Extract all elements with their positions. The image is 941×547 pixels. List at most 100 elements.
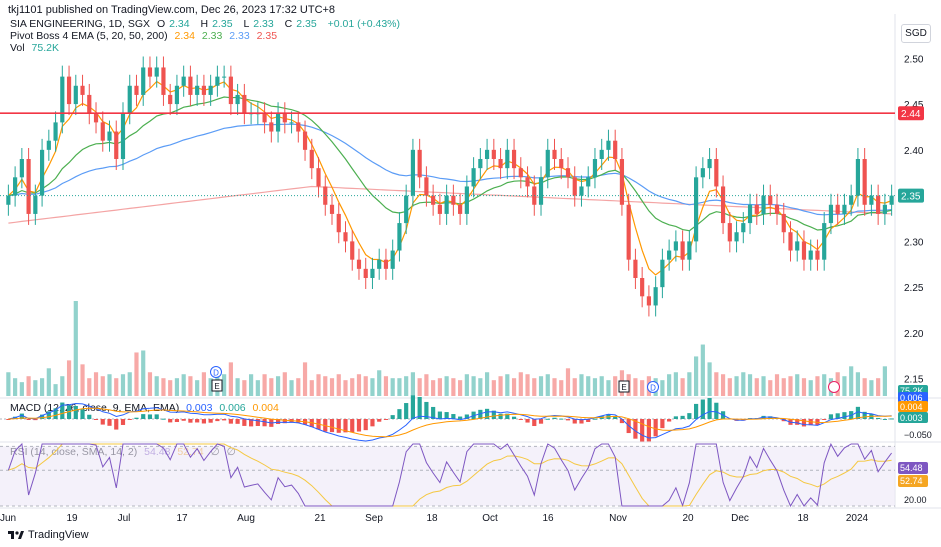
volume-bar (828, 378, 834, 396)
symbol-name: SIA ENGINEERING, 1D, SGX (10, 18, 151, 30)
volume-bar (33, 380, 38, 396)
macd-histogram-bar (289, 419, 294, 423)
candle-body (774, 204, 780, 214)
macd-histogram-bar (431, 406, 436, 419)
volume-bar (559, 380, 564, 396)
candle-body (720, 186, 726, 224)
last-price-label: 2.35 (901, 192, 921, 203)
macd-histogram-bar (235, 419, 240, 424)
volume-bar (727, 378, 732, 396)
macd-histogram-bar (451, 414, 456, 419)
price-tick-label: 2.30 (904, 237, 924, 248)
time-axis-label: 19 (66, 513, 78, 524)
macd-histogram-bar (538, 419, 544, 424)
low-value: 2.33 (253, 18, 274, 30)
candle-body (235, 94, 240, 105)
volume-bar (640, 380, 645, 396)
candle-body (801, 241, 807, 260)
volume-bar (114, 378, 119, 396)
volume-bar (653, 378, 658, 396)
candle-body (390, 250, 395, 269)
open-value: 2.34 (169, 18, 190, 30)
volume-bar (201, 372, 206, 396)
volume-bar (626, 374, 631, 396)
macd-histogram-bar (141, 414, 146, 419)
volume-bar (397, 378, 402, 396)
volume-bar (188, 376, 193, 396)
candle-body (714, 159, 719, 187)
macd-histogram-bar (525, 419, 530, 423)
candle-body (60, 76, 65, 123)
volume-bar (525, 374, 530, 396)
volume-bar (66, 360, 72, 396)
macd-axis-label: 0.006 (900, 393, 923, 403)
volume-bar (734, 376, 739, 396)
candle-body (694, 177, 699, 242)
macd-histogram-bar (552, 417, 557, 419)
volume-bar (565, 368, 571, 396)
macd-histogram-bar (222, 419, 227, 421)
macd-axis-badge (898, 412, 928, 423)
macd-histogram-bar (801, 419, 807, 427)
macd-histogram-bar (761, 415, 766, 419)
macd-histogram-bar (363, 419, 368, 431)
macd-histogram-bar (390, 415, 395, 419)
macd-histogram-bar (13, 416, 18, 419)
macd-histogram-bar (410, 395, 416, 419)
macd-histogram-bar (484, 408, 490, 419)
macd-histogram-bar (754, 418, 759, 420)
ema-200-line (8, 185, 892, 224)
volume-bar (329, 378, 335, 396)
volume-bar (19, 382, 24, 396)
volume-bar (390, 378, 395, 396)
volume-bar (174, 378, 180, 396)
candle-body (525, 177, 530, 187)
volume-bar (545, 374, 550, 396)
volume-bar (768, 380, 773, 396)
candle-body (788, 232, 793, 251)
currency-badge[interactable]: SGD (901, 24, 931, 43)
macd-histogram-bar (653, 419, 658, 437)
candle-body (100, 122, 105, 141)
macd-histogram-bar (613, 415, 618, 419)
candle-body (309, 149, 314, 169)
candle-body (741, 223, 746, 233)
candle-body (350, 241, 355, 260)
macd-histogram-bar (889, 418, 894, 420)
macd-histogram-bar (316, 419, 321, 430)
volume-bar (87, 378, 92, 396)
volume-bar (478, 378, 483, 396)
candle-body (633, 259, 638, 278)
volume-bar (849, 366, 854, 396)
price-tick-label: 2.45 (904, 100, 924, 111)
volume-bar (154, 376, 159, 396)
volume-bar (464, 374, 469, 396)
candle-body (660, 259, 665, 288)
volume-bar (538, 376, 544, 396)
candle-body (80, 85, 85, 95)
candle-body (370, 268, 375, 278)
candle-body (114, 131, 119, 159)
macd-histogram-bar (249, 419, 254, 427)
candle-body (181, 76, 186, 86)
volume-bar (835, 372, 840, 396)
candle-body (808, 250, 813, 260)
time-axis-label: 2024 (846, 513, 869, 524)
dividend-marker-label: D (650, 384, 656, 393)
time-axis-label: Dec (731, 513, 749, 524)
candle-body (747, 204, 753, 224)
earnings-marker-icon (211, 379, 223, 392)
candle-body (835, 204, 840, 214)
candle-body (262, 113, 267, 123)
candle-body (505, 149, 510, 169)
volume-bar (484, 372, 490, 396)
volume-bar (309, 380, 314, 396)
macd-histogram-bar (174, 419, 180, 423)
candle-body (458, 204, 463, 214)
candle-body (39, 149, 45, 196)
macd-histogram-bar (660, 419, 665, 429)
volume-bar (302, 362, 308, 396)
volume-bar (269, 378, 274, 396)
candle-body (222, 76, 227, 78)
